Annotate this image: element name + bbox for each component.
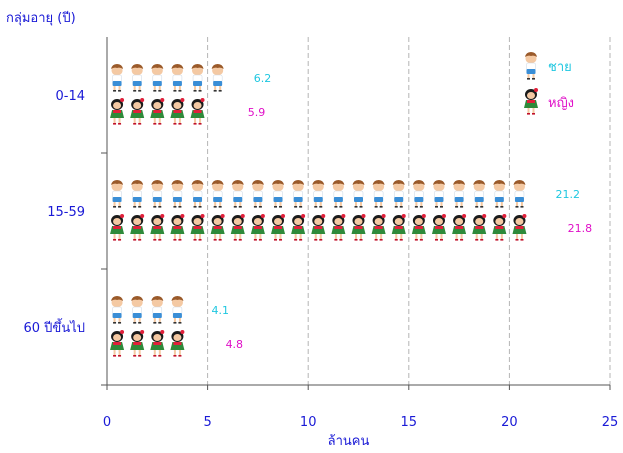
boy-figure-icon (192, 296, 204, 324)
bar-girl (110, 214, 547, 241)
boy-figure-icon (110, 295, 124, 325)
girl-figure-icon (331, 214, 346, 241)
y-category-label: 15-59 (47, 205, 85, 220)
boy-figure-icon (191, 179, 205, 209)
boy-figure-icon (170, 295, 184, 325)
boy-figure-icon (432, 179, 446, 209)
boy-figure-icon (492, 179, 506, 209)
boy-figure-icon (211, 63, 225, 93)
girl-figure-icon (524, 88, 538, 115)
y-category-label: 0-14 (55, 89, 85, 104)
boy-figure-icon (191, 63, 205, 93)
data-label: 21.8 (568, 222, 593, 235)
legend-label: ชาย (548, 60, 572, 75)
girl-figure-icon (472, 214, 487, 241)
girl-figure-icon (110, 98, 125, 125)
boy-figure-icon (524, 51, 538, 81)
girl-figure-icon (150, 98, 165, 125)
x-axis-title: ล้านคน (328, 434, 370, 449)
girl-figure-icon (170, 214, 185, 241)
girl-figure-icon (190, 214, 205, 241)
bar-boy (110, 179, 546, 209)
girl-figure-icon (431, 214, 446, 241)
boy-figure-icon (130, 179, 144, 209)
girl-figure-icon (110, 330, 125, 357)
x-tick-label: 15 (401, 415, 418, 430)
girl-figure-icon (492, 214, 507, 241)
girl-figure-icon (190, 98, 205, 125)
girl-figure-icon (452, 214, 467, 241)
boy-figure-icon (170, 63, 184, 93)
x-tick-label: 10 (300, 415, 317, 430)
boy-figure-icon (110, 63, 124, 93)
data-label: 6.2 (254, 72, 272, 85)
legend-item: หญิง (524, 88, 574, 115)
boy-figure-icon (291, 179, 305, 209)
boy-figure-icon (170, 179, 184, 209)
girl-figure-icon (391, 214, 406, 241)
boy-figure-icon (232, 64, 244, 92)
boy-figure-icon (150, 295, 164, 325)
legend-item: ชาย (524, 51, 572, 81)
data-label: 21.2 (556, 188, 581, 201)
boy-figure-icon (251, 179, 265, 209)
boy-figure-icon (412, 179, 426, 209)
boy-figure-icon (110, 179, 124, 209)
girl-figure-icon (110, 214, 125, 241)
y-category-label: 60 ปีขึ้นไป (24, 318, 86, 336)
boy-figure-icon (352, 179, 365, 209)
boy-figure-icon (271, 179, 285, 209)
girl-figure-icon (130, 330, 145, 357)
girl-figure-icon (150, 330, 165, 357)
girl-figure-icon (130, 214, 145, 241)
boy-figure-icon (534, 180, 546, 208)
bar-boy (110, 63, 244, 93)
girl-figure-icon (150, 214, 165, 241)
boy-figure-icon (130, 295, 144, 325)
bar-boy (110, 295, 204, 325)
girl-figure-icon (170, 98, 185, 125)
boy-figure-icon (150, 179, 164, 209)
boy-figure-icon (452, 179, 466, 209)
boy-figure-icon (472, 179, 486, 209)
girl-figure-icon (130, 98, 145, 125)
boy-figure-icon (331, 179, 345, 209)
girl-figure-icon (191, 330, 205, 357)
girl-figure-icon (250, 214, 265, 241)
boy-figure-icon (130, 63, 144, 93)
y-axis-title: กลุ่มอายุ (ปี) (6, 10, 76, 26)
girl-figure-icon (271, 214, 286, 241)
girl-figure-icon (311, 214, 326, 241)
girl-figure-icon (351, 214, 366, 241)
legend-label: หญิง (548, 96, 574, 111)
bar-girl (110, 330, 205, 357)
x-tick-label: 20 (501, 415, 518, 430)
boy-figure-icon (512, 179, 526, 209)
data-label: 5.9 (248, 106, 266, 119)
x-tick-label: 0 (103, 415, 111, 430)
girl-figure-icon (230, 214, 245, 241)
girl-figure-icon (170, 330, 185, 357)
girl-figure-icon (371, 214, 386, 241)
girl-figure-icon (291, 214, 306, 241)
girl-figure-icon (512, 214, 527, 241)
boy-figure-icon (231, 179, 245, 209)
girl-figure-icon (533, 214, 547, 241)
girl-figure-icon (211, 98, 225, 125)
data-label: 4.1 (211, 304, 229, 317)
girl-figure-icon (210, 214, 225, 241)
boy-figure-icon (311, 179, 325, 209)
boy-figure-icon (211, 179, 225, 209)
x-tick-label: 25 (602, 415, 619, 430)
data-label: 4.8 (226, 338, 244, 351)
x-tick-label: 5 (203, 415, 211, 430)
girl-figure-icon (411, 214, 426, 241)
boy-figure-icon (372, 179, 386, 209)
boy-figure-icon (150, 63, 164, 93)
boy-figure-icon (392, 179, 406, 209)
